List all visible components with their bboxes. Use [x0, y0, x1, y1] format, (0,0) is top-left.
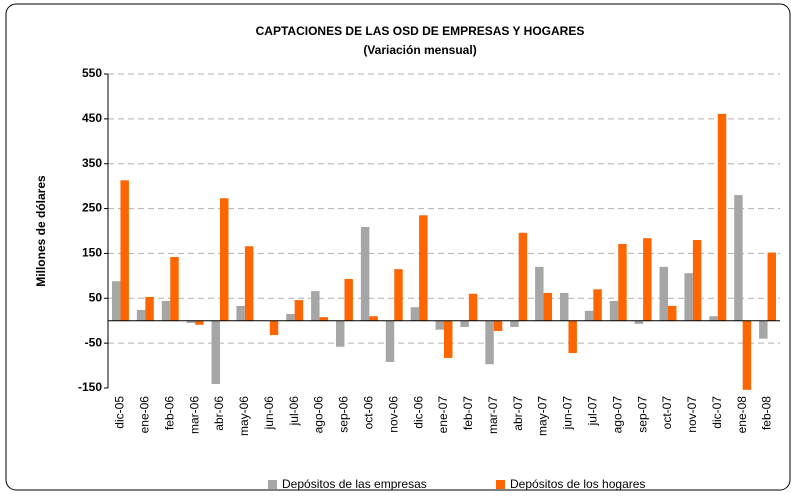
y-tick-label: 550 [82, 66, 102, 80]
bar [136, 309, 146, 321]
bar [734, 195, 743, 321]
bar [419, 215, 428, 321]
chart-subtitle: (Variación mensual) [363, 43, 476, 57]
bar [618, 244, 627, 321]
x-tick-label: ene-08 [735, 396, 749, 434]
bar [742, 320, 752, 390]
legend-label: Depósitos de las empresas [282, 477, 427, 491]
x-tick-label: dic-06 [411, 396, 425, 429]
bar [360, 226, 370, 321]
bar [394, 269, 403, 321]
y-tick-label: -50 [85, 335, 103, 349]
bar [593, 289, 602, 321]
bar [568, 320, 577, 354]
bar [120, 180, 129, 321]
bar [684, 273, 693, 321]
x-tick-label: ene-06 [138, 396, 152, 434]
bar [468, 293, 478, 321]
bar [186, 320, 196, 323]
bar [335, 320, 345, 347]
y-tick-label: -150 [78, 380, 102, 394]
bar [692, 239, 702, 321]
bar [111, 281, 121, 321]
y-tick-label: 250 [82, 201, 102, 215]
x-tick-label: jul-07 [586, 396, 600, 427]
bar [435, 320, 444, 330]
bar [543, 292, 553, 321]
bar [535, 266, 544, 321]
y-tick-label: 50 [89, 290, 103, 304]
bar [195, 320, 204, 325]
x-tick-label: sep-06 [337, 396, 351, 433]
bar [609, 300, 619, 321]
bar [559, 292, 569, 321]
bar [410, 307, 420, 321]
bar [286, 313, 295, 321]
x-tick-label: ago-06 [312, 396, 326, 434]
bar [311, 291, 320, 321]
x-tick-label: abr-06 [212, 396, 226, 431]
x-tick-label: oct-07 [660, 396, 674, 430]
bar [244, 246, 254, 321]
x-tick-label: may-07 [536, 396, 550, 436]
legend-swatch [496, 480, 505, 489]
bar [659, 266, 668, 321]
bar [170, 257, 179, 321]
bar [485, 320, 494, 365]
bar [767, 252, 777, 321]
x-tick-label: may-06 [237, 396, 251, 436]
bar [145, 296, 154, 321]
x-tick-label: jun-06 [262, 396, 276, 431]
legend-label: Depósitos de los hogares [510, 477, 645, 491]
x-tick-label: dic-05 [113, 396, 127, 429]
x-tick-label: mar-07 [486, 396, 500, 434]
y-tick-label: 350 [82, 156, 102, 170]
bar [294, 300, 304, 321]
x-tick-label: feb-08 [760, 396, 774, 430]
bar [236, 305, 245, 321]
x-tick-label: nov-06 [386, 396, 400, 433]
bar [709, 316, 718, 321]
bar [668, 305, 677, 321]
legend-swatch [268, 480, 277, 489]
bar [759, 320, 768, 339]
bar [493, 320, 503, 332]
x-tick-label: jun-07 [561, 396, 575, 431]
x-tick-label: dic-07 [710, 396, 724, 429]
bar [161, 300, 171, 321]
x-tick-label: abr-07 [511, 396, 525, 431]
bar [211, 320, 220, 384]
x-tick-label: mar-06 [187, 396, 201, 434]
y-tick-label: 450 [82, 111, 102, 125]
bar [385, 320, 395, 362]
bar [269, 320, 279, 336]
x-tick-label: ago-07 [610, 396, 624, 434]
x-tick-label: ene-07 [436, 396, 450, 434]
bar [518, 232, 528, 321]
x-tick-label: feb-06 [162, 396, 176, 430]
x-tick-label: nov-07 [685, 396, 699, 433]
x-tick-label: feb-07 [461, 396, 475, 430]
bar [634, 320, 644, 324]
bar [717, 113, 727, 321]
chart-title: CAPTACIONES DE LAS OSD DE EMPRESAS Y HOG… [256, 24, 585, 38]
bar [220, 198, 229, 321]
chart-frame [5, 3, 791, 491]
y-tick-label: 150 [82, 246, 102, 260]
x-tick-label: jul-06 [287, 396, 301, 427]
bar [344, 278, 353, 321]
bar [510, 320, 519, 327]
bar [584, 310, 594, 321]
y-axis-label: Millones de dólares [34, 175, 48, 287]
bar [643, 238, 652, 321]
bar [369, 316, 378, 321]
x-tick-label: sep-07 [635, 396, 649, 433]
x-tick-label: oct-06 [362, 396, 376, 430]
bar [319, 317, 329, 321]
bar [444, 320, 453, 358]
bar [460, 320, 469, 327]
